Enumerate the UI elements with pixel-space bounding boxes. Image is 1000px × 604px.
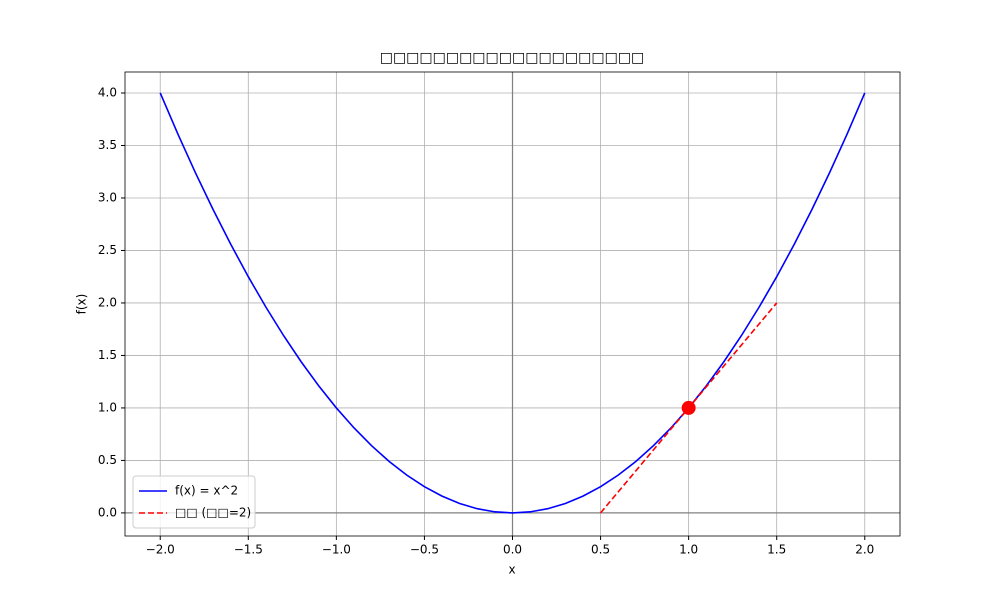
legend-label: f(x) = x^2 bbox=[175, 484, 238, 498]
y-tick-label: 3.0 bbox=[98, 190, 117, 204]
y-tick-label: 1.0 bbox=[98, 400, 117, 414]
x-tick-label: 0.0 bbox=[503, 543, 522, 557]
x-tick-label: −1.0 bbox=[322, 543, 351, 557]
y-tick-label: 0.5 bbox=[98, 453, 117, 467]
series-line bbox=[159, 92, 866, 514]
y-tick-label: 3.5 bbox=[98, 138, 117, 152]
x-tick-label: 1.5 bbox=[767, 543, 786, 557]
y-axis-label: f(x) bbox=[75, 294, 89, 315]
y-tick-label: 4.0 bbox=[98, 85, 117, 99]
legend-box bbox=[132, 475, 256, 529]
x-tick-label: 0.5 bbox=[591, 543, 610, 557]
legend: f(x) = x^2 □□ (□□=2) bbox=[132, 475, 256, 529]
x-axis-label: x bbox=[508, 563, 515, 577]
y-tick-label: 0.0 bbox=[98, 505, 117, 519]
x-tick-label: −2.0 bbox=[146, 543, 175, 557]
x-tick-label: 1.0 bbox=[679, 543, 698, 557]
y-tick-label: 1.5 bbox=[98, 348, 117, 362]
legend-label: □□ (□□=2) bbox=[175, 506, 251, 520]
y-tick-label: 2.5 bbox=[98, 243, 117, 257]
plot-frame bbox=[124, 71, 901, 537]
y-tick-label: 2.0 bbox=[98, 295, 117, 309]
x-tick-label: −1.5 bbox=[234, 543, 263, 557]
chart-title: □□□□□□□□□□□□□□□□□□□□ bbox=[380, 50, 645, 66]
point-marker bbox=[681, 400, 696, 415]
x-tick-label: −0.5 bbox=[410, 543, 439, 557]
x-tick-label: 2.0 bbox=[855, 543, 874, 557]
